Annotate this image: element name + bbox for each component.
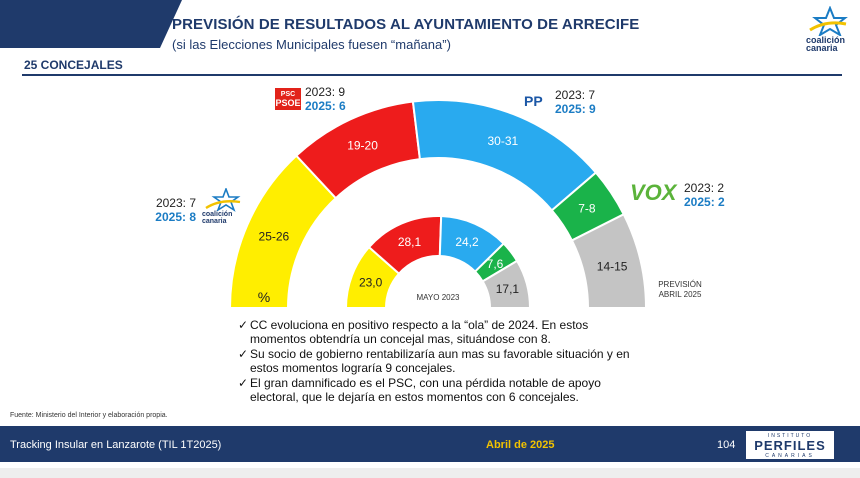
note-text: El gran damnificado es el PSC, con una p… xyxy=(250,376,601,404)
outer-semicircle: 25-26 19-20 30-31 7-8 14-15 xyxy=(228,99,648,309)
segment-otros xyxy=(570,212,648,309)
star-icon xyxy=(205,186,241,212)
outer-unit-label: % xyxy=(258,289,270,305)
bottom-strip xyxy=(0,468,860,478)
segment-label-psoe: 19-20 xyxy=(347,139,378,153)
star-icon xyxy=(809,5,848,38)
segment-label-vox: 7,6 xyxy=(487,257,504,271)
page-subtitle: (si las Elecciones Municipales fuesen “m… xyxy=(172,37,451,52)
party-cc-results: 2023: 7 2025: 8 xyxy=(150,196,196,224)
vox-2023: 2023: 2 xyxy=(684,181,725,195)
vox-party-logo: VOX xyxy=(630,180,677,205)
note-text: Su socio de gobierno rentabilizaría aun … xyxy=(250,347,630,375)
source-note: Fuente: Ministerio del Interior y elabor… xyxy=(10,412,168,419)
perfiles-canarias-logo: INSTITUTO PERFILES CANARIAS xyxy=(745,430,835,460)
check-icon: ✓ xyxy=(238,347,249,361)
segment-label-vox: 7-8 xyxy=(578,202,596,216)
pp-2025: 2025: 9 xyxy=(555,102,596,116)
segment-label-psoe: 28,1 xyxy=(398,235,422,249)
seats-label: 25 CONCEJALES xyxy=(24,58,123,72)
psoe-2023: 2023: 9 xyxy=(305,85,346,99)
cc-2025: 2025: 8 xyxy=(155,210,196,224)
footer-date: Abril de 2025 xyxy=(486,439,555,451)
inner-chart-caption: MAYO 2023 xyxy=(417,293,461,302)
footer-bar: Tracking Insular en Lanzarote (TIL 1T202… xyxy=(0,426,860,462)
segment-pp xyxy=(411,99,598,212)
segment-label-cc: 25-26 xyxy=(259,230,290,244)
check-icon: ✓ xyxy=(238,376,249,390)
psoe-2025: 2025: 6 xyxy=(305,99,346,113)
coalicion-canaria-logo: coalición canaria xyxy=(800,5,854,53)
note-item: ✓ CC evoluciona en positivo respecto a la… xyxy=(238,318,633,346)
check-icon: ✓ xyxy=(238,318,249,332)
note-item: ✓ El gran damnificado es el PSC, con una … xyxy=(238,376,633,404)
cc-2023: 2023: 7 xyxy=(155,196,196,210)
inner-semicircle: 23,0 28,1 24,2 7,6 17,1 xyxy=(344,215,532,309)
segment-label-pp: 24,2 xyxy=(455,235,479,249)
outer-chart-caption: PREVISIÓN xyxy=(658,280,702,289)
segment-label-cc: 23,0 xyxy=(359,276,383,290)
cc-party-logo: coalición canaria xyxy=(200,186,244,228)
logo-text: coalición canaria xyxy=(806,35,846,53)
psoe-party-logo: PSC PSOE xyxy=(275,88,301,110)
page-number: 104 xyxy=(717,439,736,451)
vox-2025: 2025: 2 xyxy=(684,195,725,209)
party-vox-results: 2023: 2 2025: 2 xyxy=(684,181,725,209)
brand-bottom: CANARIAS xyxy=(765,453,815,459)
header-divider xyxy=(22,74,842,76)
footer-study-name: Tracking Insular en Lanzarote (TIL 1T202… xyxy=(10,439,222,451)
psoe-logo-top: PSC xyxy=(280,91,296,98)
segment-label-otros: 14-15 xyxy=(597,260,628,274)
note-item: ✓ Su socio de gobierno rentabilizaría aun… xyxy=(238,347,633,375)
header-accent-bar xyxy=(0,0,182,48)
segment-label-pp: 30-31 xyxy=(487,134,518,148)
party-psoe-results: 2023: 9 2025: 6 xyxy=(305,85,346,113)
party-pp-results: 2023: 7 2025: 9 xyxy=(555,88,596,116)
pp-2023: 2023: 7 xyxy=(555,88,596,102)
page-title: PREVISIÓN DE RESULTADOS AL AYUNTAMIENTO … xyxy=(172,16,640,33)
cc-logo-text: coalición canaria xyxy=(202,211,233,225)
analysis-notes: ✓ CC evoluciona en positivo respecto a la… xyxy=(238,318,633,405)
brand-top: INSTITUTO xyxy=(767,433,813,439)
psoe-logo-main: PSOE xyxy=(275,98,301,108)
segment-label-otros: 17,1 xyxy=(496,282,520,296)
brand-main: PERFILES xyxy=(754,438,826,453)
outer-chart-caption-2: ABRIL 2025 xyxy=(659,290,702,299)
segment-otros xyxy=(481,259,532,309)
note-text: CC evoluciona en positivo respecto a la … xyxy=(250,318,589,346)
pp-party-logo: PP xyxy=(524,93,543,109)
